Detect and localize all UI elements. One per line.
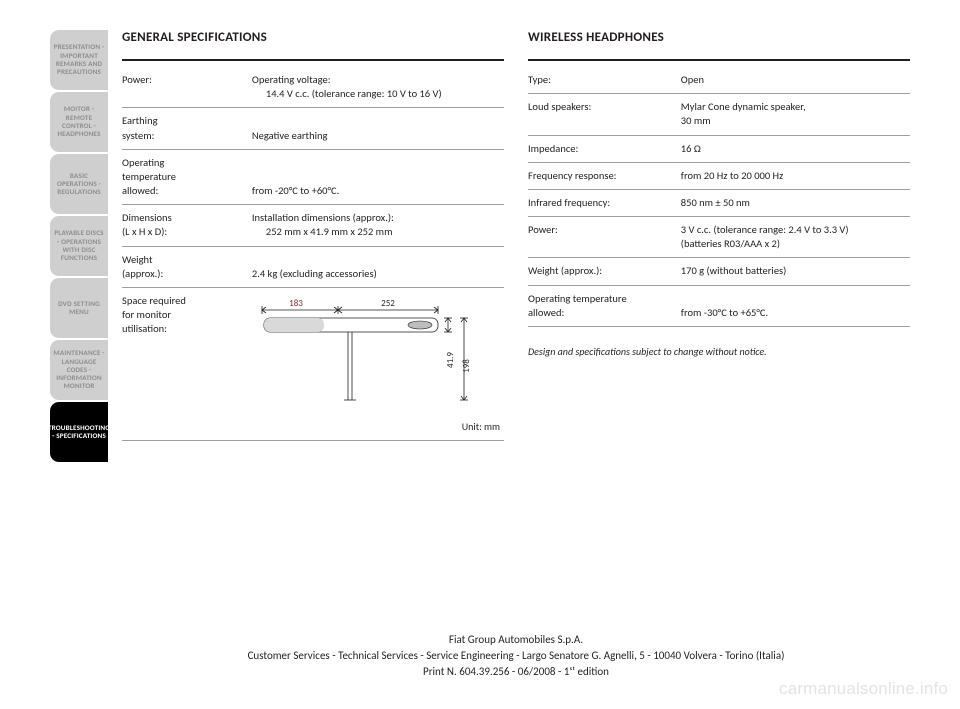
spec-value: from -20°C to +60°C.: [252, 149, 504, 205]
spec-label: Operating temperature allowed:: [528, 285, 681, 326]
footer-line3: Print N. 604.39.256 - 06/2008 - 1ˢᵗ edit…: [122, 664, 910, 680]
general-specifications: GENERAL SPECIFICATIONS Power: Operating …: [122, 30, 504, 602]
diagram-unit: Unit: mm: [252, 420, 500, 434]
spec-label: Power:: [122, 67, 252, 108]
spec-value: Mylar Cone dynamic speaker, 30 mm: [681, 94, 910, 135]
section-title-wireless: WIRELESS HEADPHONES: [528, 30, 910, 45]
page: PRESENTATION - IMPORTANT REMARKS AND PRE…: [50, 30, 910, 680]
dim-183: 183: [289, 298, 303, 309]
spec-label: Infrared frequency:: [528, 189, 681, 216]
spec-label: Frequency response:: [528, 162, 681, 189]
spec-label: Power:: [528, 217, 681, 258]
spec-value: 16 Ω: [681, 135, 910, 162]
monitor-diagram: 183 252: [252, 296, 500, 434]
spec-value: Installation dimensions (approx.): 252 m…: [252, 205, 504, 246]
spec-value: 850 nm ± 50 nm: [681, 189, 910, 216]
tab-presentation[interactable]: PRESENTATION - IMPORTANT REMARKS AND PRE…: [50, 30, 108, 90]
general-spec-table: Power: Operating voltage: 14.4 V c.c. (t…: [122, 67, 504, 441]
dim-252: 252: [381, 298, 395, 309]
spec-label: Type:: [528, 67, 681, 94]
dim-41-9: 41.9: [445, 351, 456, 367]
headphones-spec-table: Type:Open Loud speakers:Mylar Cone dynam…: [528, 67, 910, 327]
wireless-headphones: WIRELESS HEADPHONES Type:Open Loud speak…: [528, 30, 910, 602]
spec-value: 170 g (without batteries): [681, 258, 910, 285]
spec-label: Operating temperature allowed:: [122, 149, 252, 205]
spec-value: Open: [681, 67, 910, 94]
spec-label: Dimensions (L x H x D):: [122, 205, 252, 246]
content-area: GENERAL SPECIFICATIONS Power: Operating …: [122, 30, 910, 680]
watermark: carmanualsonline.info: [779, 679, 948, 699]
spec-value: 2.4 kg (excluding accessories): [252, 246, 504, 287]
spec-label: Earthing system:: [122, 108, 252, 149]
page-footer: Fiat Group Automobiles S.p.A. Customer S…: [122, 632, 910, 680]
sidebar-tabs: PRESENTATION - IMPORTANT REMARKS AND PRE…: [50, 30, 108, 680]
tab-troubleshooting[interactable]: TROUBLESHOOTING - SPECIFICATIONS: [50, 402, 108, 462]
spec-label: Space required for monitor utilisation:: [122, 287, 252, 440]
spec-value: Operating voltage: 14.4 V c.c. (toleranc…: [252, 67, 504, 108]
section-title-general: GENERAL SPECIFICATIONS: [122, 30, 504, 45]
spec-value: from 20 Hz to 20 000 Hz: [681, 162, 910, 189]
tab-basic-operations[interactable]: BASIC OPERATIONS - REGULATIONS: [50, 154, 108, 214]
dim-198: 198: [461, 359, 472, 373]
spec-value: from -30°C to +65°C.: [681, 285, 910, 326]
spec-label: Impedance:: [528, 135, 681, 162]
spec-diagram-cell: 183 252: [252, 287, 504, 440]
tab-playable-discs[interactable]: PLAYABLE DISCS - OPERATIONS WITH DISC FU…: [50, 216, 108, 276]
spec-label: Weight (approx.):: [122, 246, 252, 287]
tab-monitor-remote[interactable]: MOITOR - REMOTE CONTROL - HEADPHONES: [50, 92, 108, 152]
tab-maintenance[interactable]: MAINTENANCE - LANGUAGE CODES - INFORMATI…: [50, 340, 108, 400]
spec-value: 3 V c.c. (tolerance range: 2.4 V to 3.3 …: [681, 217, 910, 258]
footer-line1: Fiat Group Automobiles S.p.A.: [122, 632, 910, 648]
spec-value: Negative earthing: [252, 108, 504, 149]
design-note: Design and specifications subject to cha…: [528, 345, 910, 358]
spec-label: Loud speakers:: [528, 94, 681, 135]
tab-dvd-setting[interactable]: DVD SETTING MENU: [50, 278, 108, 338]
footer-line2: Customer Services - Technical Services -…: [122, 648, 910, 664]
spec-label: Weight (approx.):: [528, 258, 681, 285]
